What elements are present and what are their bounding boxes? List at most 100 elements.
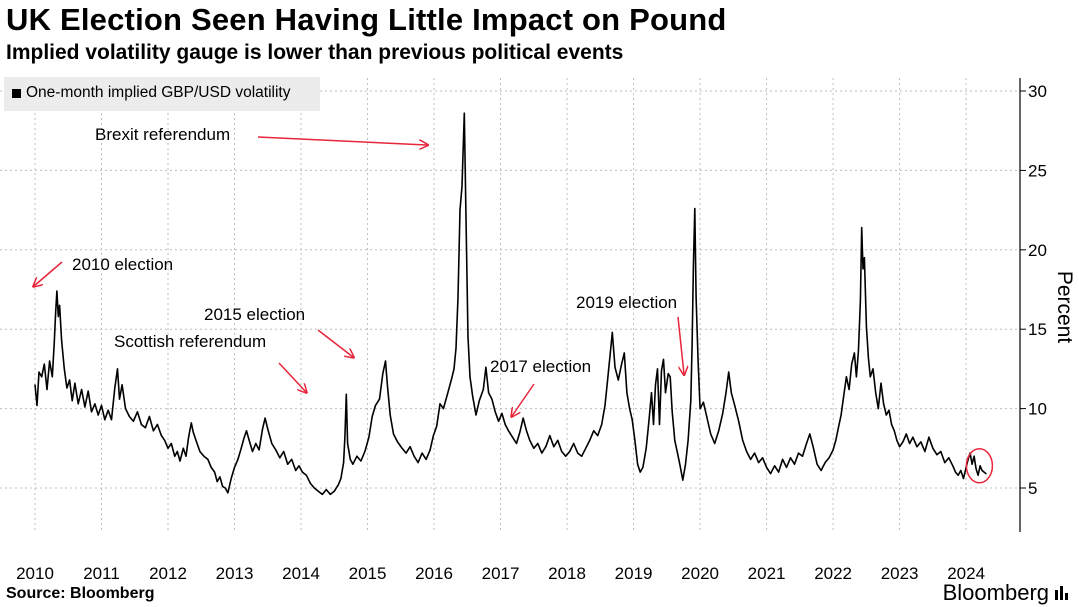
series-point	[725, 392, 727, 394]
series-point	[164, 439, 166, 441]
series-point	[840, 414, 842, 416]
series-point	[291, 458, 293, 460]
legend-label: One-month implied GBP/USD volatility	[26, 84, 291, 101]
series-point	[824, 462, 826, 464]
series-point	[758, 462, 760, 464]
series-point	[855, 376, 858, 378]
series-point	[782, 458, 784, 460]
x-tick-label: 2011	[83, 564, 120, 583]
series-point	[190, 422, 192, 424]
y-axis-label: Percent	[1053, 271, 1076, 344]
series-point	[185, 455, 187, 457]
series-point	[690, 400, 692, 402]
series-point	[581, 455, 583, 457]
annotation-arrow	[278, 362, 306, 392]
series-point	[960, 469, 962, 472]
series-point	[453, 368, 455, 370]
series-point	[36, 404, 38, 406]
series-point	[607, 379, 609, 381]
brand-name: Bloomberg	[942, 580, 1049, 605]
series-point	[128, 415, 130, 418]
series-point	[660, 369, 663, 372]
series-point	[545, 446, 547, 448]
series-point	[182, 447, 184, 449]
series-point	[944, 462, 946, 464]
series-point	[337, 484, 339, 486]
series-point	[746, 450, 748, 453]
series-point	[885, 414, 887, 416]
series-point	[34, 384, 36, 386]
x-tick-label: 2023	[881, 564, 919, 583]
series-point	[857, 350, 860, 352]
series-point	[511, 436, 514, 438]
series-point	[869, 376, 871, 378]
x-tick-label: 2013	[216, 564, 254, 583]
series-point	[63, 368, 65, 370]
series-point	[507, 430, 510, 432]
series-point	[230, 477, 232, 480]
series-point	[140, 423, 142, 426]
series-point	[349, 458, 351, 460]
series-point	[301, 471, 303, 473]
series-point	[845, 376, 848, 378]
series-point	[835, 439, 837, 441]
series-point	[684, 463, 687, 465]
series-point	[287, 463, 289, 465]
series-point	[832, 449, 834, 451]
series-point	[283, 450, 285, 453]
series-point	[107, 409, 109, 411]
series-point	[279, 457, 281, 459]
y-tick-label: 5	[1028, 479, 1037, 498]
series-point	[522, 417, 524, 419]
series-point	[378, 398, 381, 400]
series-point	[329, 493, 331, 495]
series-point	[863, 257, 866, 259]
series-point	[459, 209, 461, 211]
series-point	[710, 433, 712, 435]
series-point	[465, 217, 467, 219]
series-point	[634, 439, 636, 441]
series-point	[639, 471, 641, 473]
series-point	[611, 331, 613, 333]
series-point	[59, 304, 61, 306]
series-point	[432, 435, 434, 437]
series-point	[313, 487, 315, 489]
series-point	[148, 415, 150, 418]
series-point	[118, 398, 121, 400]
y-tick-label: 15	[1028, 320, 1047, 339]
series-point	[676, 452, 679, 454]
annotation-label: Brexit referendum	[95, 125, 230, 144]
series-point	[609, 352, 611, 354]
series-point	[227, 492, 229, 494]
series-point	[557, 439, 559, 441]
series-point	[81, 388, 83, 391]
series-point	[450, 379, 452, 381]
series-point	[255, 442, 257, 445]
series-point	[87, 390, 89, 392]
series-point	[805, 442, 808, 445]
series-point	[774, 465, 776, 467]
series-point	[100, 404, 103, 406]
series-point	[203, 455, 205, 457]
series-point	[623, 352, 625, 354]
series-point	[565, 455, 567, 457]
series-point	[374, 404, 377, 406]
series-point	[475, 414, 477, 416]
series-point	[962, 477, 965, 480]
series-point	[525, 430, 528, 432]
series-point	[392, 433, 395, 435]
series-point	[891, 423, 893, 426]
series-point	[124, 408, 127, 410]
series-point	[573, 442, 575, 445]
series-point	[233, 466, 236, 468]
series-point	[893, 430, 895, 432]
annotation-label: 2015 election	[204, 305, 305, 324]
series-point	[504, 423, 506, 426]
series-point	[593, 430, 595, 432]
series-point	[694, 207, 696, 210]
series-point	[110, 419, 113, 421]
series-point	[51, 376, 53, 378]
series-point	[954, 471, 957, 473]
x-tick-label: 2010	[16, 564, 54, 583]
series-point	[631, 419, 633, 421]
